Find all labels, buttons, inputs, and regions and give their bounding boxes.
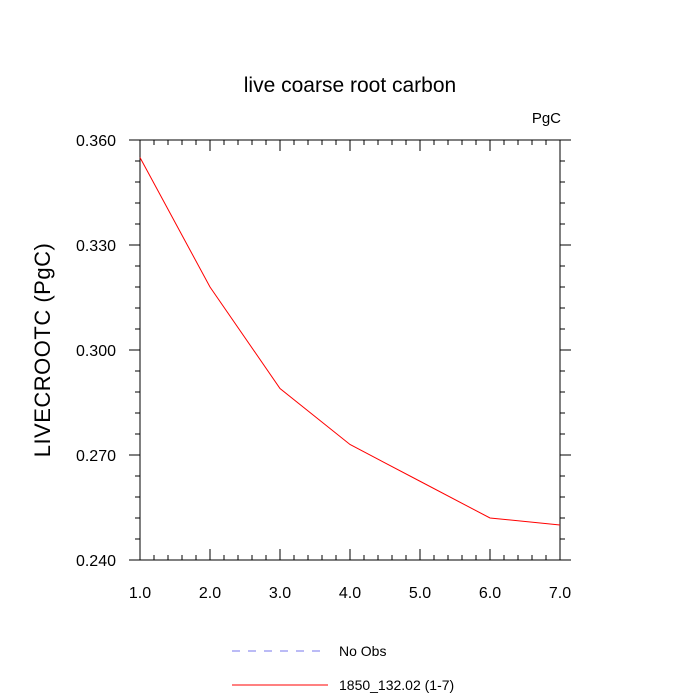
x-tick-label: 5.0	[409, 585, 431, 602]
x-tick-label: 2.0	[199, 585, 221, 602]
x-tick-label: 6.0	[479, 585, 501, 602]
x-tick-label: 3.0	[269, 585, 291, 602]
axis-ticks: 1.0 2.0 3.0 4.0 5.0 6.0 7.0 0.240 0.270 0.300 0.33…	[76, 133, 571, 602]
x-tick-label: 7.0	[549, 585, 571, 602]
y-tick-label: 0.270	[76, 448, 116, 465]
plot-frame	[139, 139, 561, 561]
series-line	[139, 157, 561, 526]
legend-label: No Obs	[339, 643, 386, 659]
y-tick-label: 0.300	[76, 343, 116, 360]
units-label: PgC	[532, 110, 561, 127]
chart-title: live coarse root carbon	[244, 74, 456, 97]
series-layer	[139, 157, 561, 526]
y-tick-label: 0.360	[76, 133, 116, 150]
x-tick-label: 4.0	[339, 585, 361, 602]
legend-label: 1850_132.02 (1-7)	[339, 677, 454, 693]
y-tick-label: 0.240	[76, 553, 116, 570]
x-tick-label: 1.0	[129, 585, 151, 602]
y-tick-label: 0.330	[76, 238, 116, 255]
legend: No Obs 1850_132.02 (1-7)	[232, 643, 454, 693]
y-axis-label: LIVECROOTC (PgC)	[30, 243, 55, 458]
